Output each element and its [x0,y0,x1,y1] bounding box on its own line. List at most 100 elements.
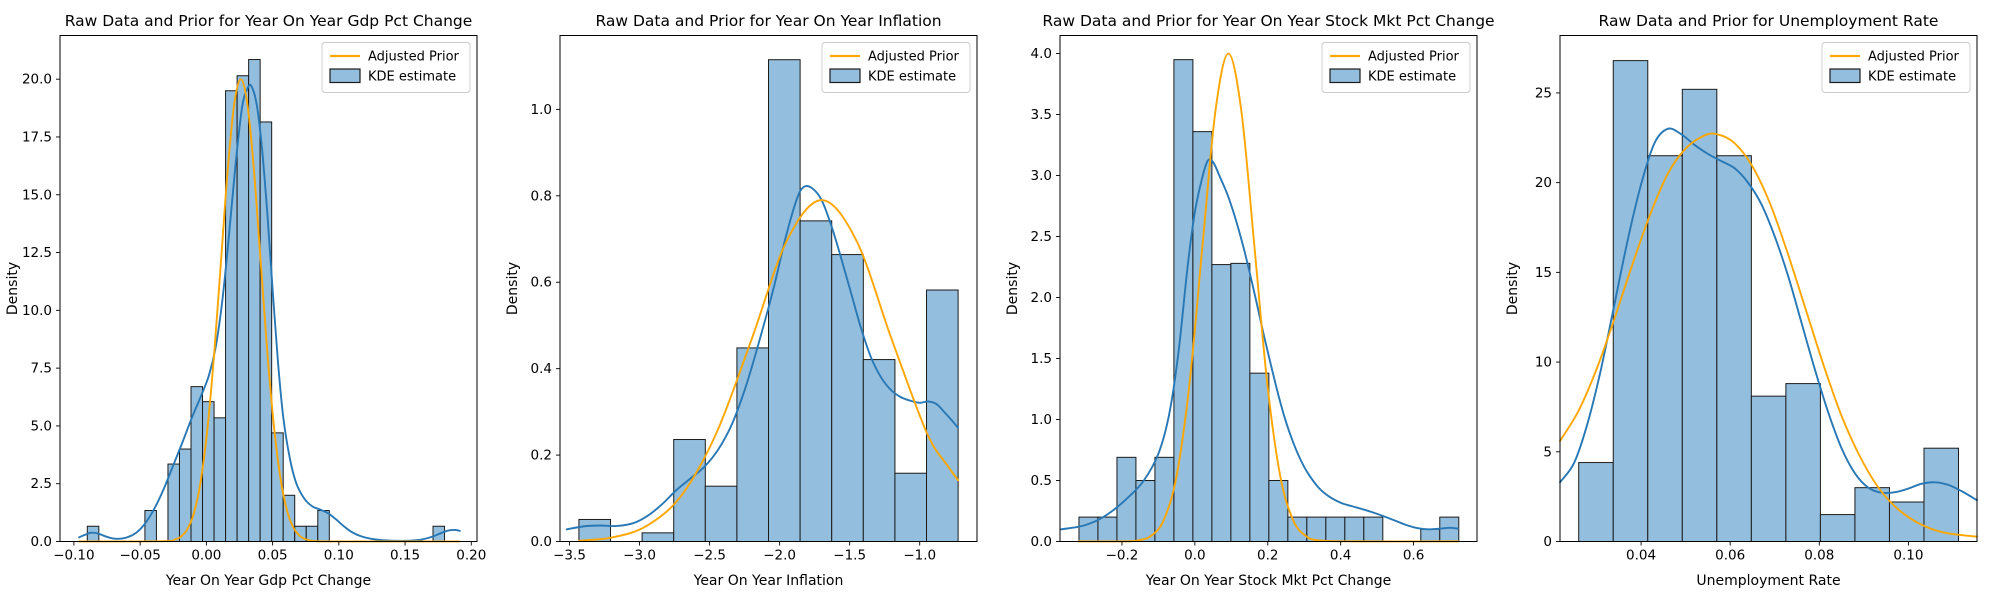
y-tick-label: 1.0 [531,102,552,118]
y-tick-label: 0.0 [1031,534,1052,550]
x-tick-label: 0.08 [1804,548,1834,564]
x-tick-label: 0.00 [191,548,221,564]
plot-area: −0.2 0.0 0.2 0.4 0.6 0.0 0.5 1.0 1.5 2.0 2.5 3.0 3.5… [1031,35,1478,564]
hist-bar [317,510,330,542]
y-tick-label: 17.5 [22,129,52,145]
x-axis-title: Year On Year Gdp Pct Change [165,573,371,589]
y-tick-label: 15 [1535,265,1552,281]
y-tick-label: 1.5 [1031,351,1052,367]
hist-bar [1363,516,1384,542]
adjusted-prior-line [577,199,960,542]
y-tick-label: 10 [1535,355,1552,371]
legend-label-kde-estimate: KDE estimate [368,70,456,85]
hist-bar [1344,516,1365,542]
hist-bar [1268,480,1289,543]
hist-bar [1888,501,1925,542]
chart-canvas-gdp: −0.10 −0.05 0.00 0.05 0.10 0.15 0.20 0.0 2.5 5.0 7… [5,12,486,589]
histogram-bars [86,59,446,543]
hist-bar [831,254,864,543]
legend-label-adjusted-prior: Adjusted Prior [1868,50,1960,65]
subplot-unemployment-rate: 0.04 0.06 0.08 0.10 0 5 10 15 20 25 Raw Data and … [1500,0,2000,600]
chart-canvas-unemployment: 0.04 0.06 0.08 0.10 0 5 10 15 20 25 Raw Data and … [1505,12,1978,589]
y-tick-label: 0.8 [531,188,552,204]
hist-bar [736,347,770,543]
x-tick-label: 0.0 [1184,548,1205,564]
y-tick-label: 3.5 [1031,107,1052,123]
x-tick-label: 0.06 [1715,548,1745,564]
chart-title: Raw Data and Prior for Year On Year Infl… [595,12,941,30]
axes-frame [59,35,478,542]
hist-bar [178,448,192,543]
legend-label-adjusted-prior: Adjusted Prior [1368,50,1460,65]
y-tick-label: 3.0 [1031,168,1052,184]
kde-patch-swatch-icon [1829,68,1861,84]
x-tick-label: −0.2 [1106,548,1139,564]
histogram-bars [1078,59,1460,543]
hist-bar [1135,480,1156,543]
kde-line [78,83,461,542]
subplot-stock-mkt-pct-change: −0.2 0.0 0.2 0.4 0.6 0.0 0.5 1.0 1.5 2.0 2.5 3.0 3.5… [1000,0,1500,600]
x-tick-label: −3.0 [623,548,656,564]
x-tick-label: −3.5 [553,548,586,564]
adjusted-prior-line [1078,52,1459,543]
y-tick-label: 20 [1535,175,1552,191]
y-tick-label: 10.0 [22,303,52,319]
x-tick-label: 0.10 [324,548,354,564]
plot-area: 0.04 0.06 0.08 0.10 0 5 10 15 20 25 [1535,35,1978,564]
x-tick-label: −0.10 [53,548,94,564]
y-tick-label: 1.0 [1031,412,1052,428]
y-tick-label: 25 [1535,85,1552,101]
plot-area: −3.5 −3.0 −2.5 −2.0 −1.5 −1.0 0.0 0.2 0.4 0.6 0.8 1… [531,35,978,564]
kde-patch-swatch-icon [329,68,361,84]
x-axis: 0.04 0.06 0.08 0.10 [1626,541,1923,564]
hist-bar [1612,60,1649,543]
x-axis: −0.2 0.0 0.2 0.4 0.6 [1106,541,1424,564]
y-tick-label: 2.5 [31,476,52,492]
legend: Adjusted Prior KDE estimate [1321,42,1471,93]
histogram-bars [578,59,959,543]
y-axis: 0.0 0.2 0.4 0.6 0.8 1.0 [531,102,560,550]
hist-bar [1211,264,1232,542]
legend-label-adjusted-prior: Adjusted Prior [368,50,460,65]
y-axis: 0 5 10 15 20 25 [1535,85,1560,550]
hist-bar [1325,516,1346,542]
chart-title: Raw Data and Prior for Unemployment Rate [1599,12,1939,30]
y-tick-label: 0.4 [531,361,552,377]
x-axis: −0.10 −0.05 0.00 0.05 0.10 0.15 0.20 [53,541,486,564]
hist-bar [1097,516,1118,542]
axes-frame [1059,35,1478,542]
hist-bar [1192,131,1213,542]
y-tick-label: 20.0 [22,72,52,88]
y-tick-label: 0.5 [1031,473,1052,489]
x-tick-label: 0.15 [390,548,420,564]
hist-bar [1647,155,1683,542]
x-tick-label: −1.0 [903,548,936,564]
hist-bar [1785,383,1821,542]
y-axis-title: Density [505,262,521,315]
hist-bar [1420,528,1441,542]
x-tick-label: −2.0 [763,548,796,564]
y-tick-label: 0.6 [531,275,552,291]
y-axis: 0.0 2.5 5.0 7.5 10.0 12.5 15.0 17.5 20.0 [22,72,60,550]
kde-line [1060,158,1459,531]
chart-title: Raw Data and Prior for Year On Year Gdp … [65,12,473,30]
x-tick-label: −0.05 [119,548,160,564]
x-tick-label: 0.20 [456,548,486,564]
chart-canvas-stock-mkt: −0.2 0.0 0.2 0.4 0.6 0.0 0.5 1.0 1.5 2.0 2.5 3.0 3.5… [1005,12,1495,589]
hist-bar [799,220,833,542]
y-tick-label: 2.0 [1031,290,1052,306]
y-tick-label: 7.5 [31,361,52,377]
hist-bar [1249,372,1270,542]
legend-label-kde-estimate: KDE estimate [868,70,956,85]
hist-bar [862,359,896,542]
y-tick-label: 12.5 [22,245,52,261]
plot-area: −0.10 −0.05 0.00 0.05 0.10 0.15 0.20 0.0 2.5 5.0 7… [22,35,486,564]
x-axis-title: Year On Year Inflation [693,573,844,589]
hist-bar [1681,88,1718,543]
hist-bar [673,439,706,542]
kde-patch-swatch-icon [829,68,861,84]
axes-frame [559,35,978,542]
y-axis-title: Density [1005,262,1021,315]
hist-bar [1819,514,1856,543]
